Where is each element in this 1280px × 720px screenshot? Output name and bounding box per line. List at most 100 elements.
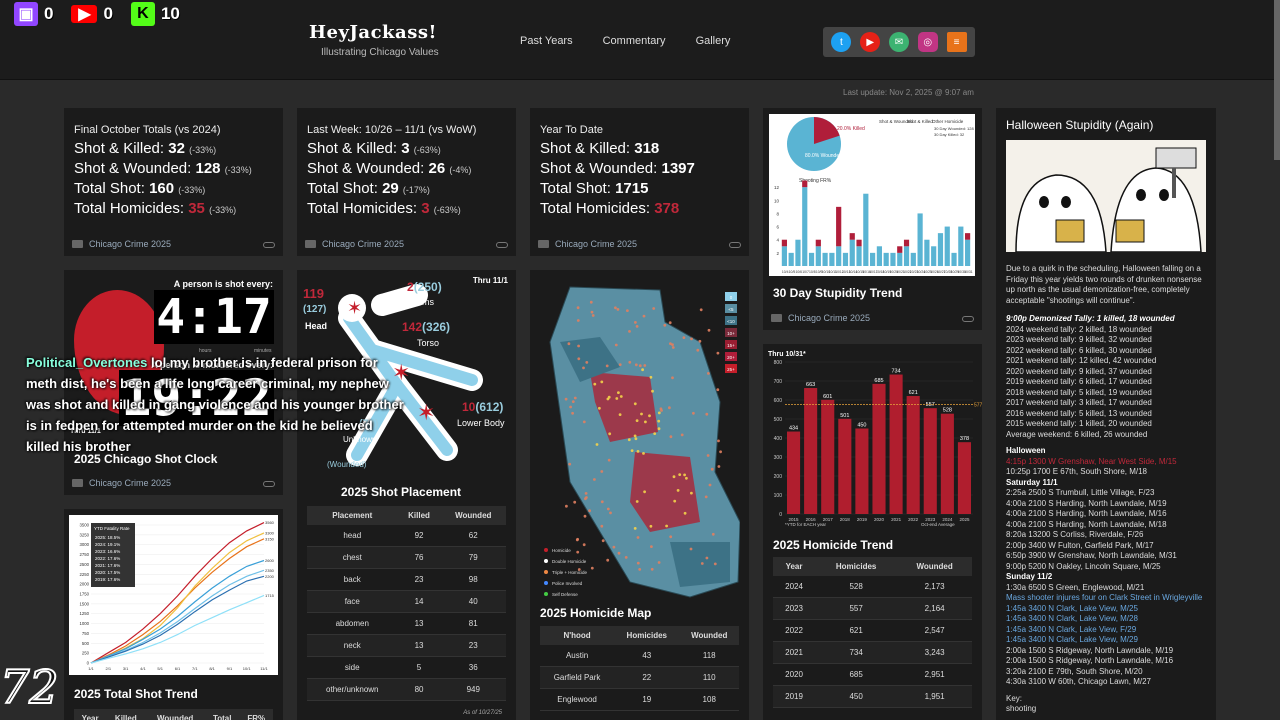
col-homicides[interactable]: Homicides [614,626,680,645]
unknown-label: Unknown* [343,435,380,444]
stupidity-trend-card: 80.0% Wounded 20.0% Killed Shot & Wounde… [763,108,982,330]
list-item: 4:15p 1300 W Grenshaw, Near West Side, M… [1006,456,1177,466]
col-fr[interactable]: FR% [239,709,273,720]
pie-wounded-label: 80.0% Wounded [805,153,842,159]
x-tick-label: 10/20 [890,270,899,274]
category-link[interactable]: Chicago Crime 2025 [305,239,404,249]
incident-dot [633,527,637,530]
permalink-icon[interactable] [729,242,741,248]
bar-wounded [890,252,896,266]
head-wounded: (127) [303,304,327,315]
bar [855,428,869,514]
nav-past-years[interactable]: Past Years [520,35,573,47]
permalink-icon[interactable] [496,242,508,248]
table-row: back 23 98 [307,568,506,591]
instagram-icon[interactable]: ◎ [917,32,938,52]
category-link[interactable]: Chicago Crime 2025 [771,313,870,323]
card-title[interactable]: 2025 Chicago Shot Clock [74,452,218,466]
col-killed[interactable]: Killed [397,506,441,525]
col-wounded[interactable]: Wounded [145,709,205,720]
email-icon[interactable]: ✉ [888,32,909,52]
card-title[interactable]: 2025 Total Shot Trend [74,687,198,701]
incident-dot [616,308,620,311]
col-total[interactable]: Total [204,709,240,720]
youtube-link-icon[interactable]: ▶ [860,32,881,52]
incident-dot [567,342,571,346]
incident-dot [593,478,596,481]
list-item: 2:00a 1500 S Ridgeway, North Lawndale, M… [1006,656,1174,665]
col-wounded[interactable]: Wounded [679,626,739,645]
post-title[interactable]: Halloween Stupidity (Again) [1006,118,1154,132]
col-placement[interactable]: Placement [307,506,398,525]
incident-dot [636,561,640,565]
x-tick-label: 7/1 [192,666,198,671]
post-intro: Due to a quirk in the scheduling, Hallow… [1006,264,1202,305]
incident-dot [676,489,680,492]
col-wounded[interactable]: Wounded [440,506,506,525]
card-title[interactable]: 2025 Homicide Map [540,606,652,620]
permalink-icon[interactable] [263,481,275,487]
data-label: 685 [874,378,883,384]
incident-dot [650,545,653,548]
col-year[interactable]: Year [773,557,816,576]
list-item[interactable]: 1:45a 3400 N Clark, Lake View, F/29 [1006,624,1137,634]
card-title[interactable]: 2025 Homicide Trend [773,538,894,552]
incident-dot [582,366,585,370]
card-title[interactable]: 2025 Shot Placement [341,485,462,499]
shot-trend-chart[interactable]: 0 250 500 750 1000 1250 1500 1750 2000 2250 2500 27… [69,515,278,675]
table-cell: neck [307,634,398,657]
halloween-incidents: 4:15p 1300 W Grenshaw, Near West Side, M… [1006,457,1206,478]
peanuts-cartoon-image[interactable] [1006,140,1206,252]
category-link[interactable]: Chicago Crime 2025 [538,239,637,249]
scale-swatch [725,364,737,373]
list-item: 4:00a 2100 S Harding, North Lawndale, M/… [1006,519,1167,529]
saturday-heading: Saturday 11/1 [1006,477,1058,487]
card-title[interactable]: 30 Day Stupidity Trend [773,286,903,300]
category-link[interactable]: Chicago Crime 2025 [72,478,171,488]
nav-commentary[interactable]: Commentary [602,35,666,47]
bar-wounded [795,239,801,266]
star-icon: ✶ [392,360,410,385]
permalink-icon[interactable] [263,242,275,248]
incident-dot [582,543,586,547]
incident-dot [700,562,704,565]
col-wounded[interactable]: Wounded [897,557,972,576]
brand[interactable]: HeyJackass! Illustrating Chicago Values [309,22,439,58]
stupidity-chart[interactable]: 80.0% Wounded 20.0% Killed Shot & Wounde… [769,114,975,276]
category-link[interactable]: Chicago Crime 2025 [72,239,171,249]
col-killed[interactable]: Killed [106,709,146,720]
incident-dot [568,462,572,466]
nav-gallery[interactable]: Gallery [695,35,731,47]
x-tick-label: 10/17 [869,270,878,274]
halloween-heading: Halloween [1006,446,1046,455]
legend-other: Other Homicide [932,119,964,124]
incident-dot [650,567,654,571]
table-cell: 108 [679,688,739,711]
y-tick-label: 400 [774,436,783,442]
homicide-map[interactable]: 0 <5 <10 10+ 15+ 20+ 25+ Homicide Double… [540,282,740,602]
col-year[interactable]: Year [74,709,107,720]
incident-dot [626,309,629,312]
permalink-icon[interactable] [962,316,974,322]
list-item[interactable]: Mass shooter injures four on Clark Stree… [1006,593,1203,602]
tally-line: 9:00p Demonized Tally: 1 killed, 18 woun… [1006,314,1175,323]
table-cell: side [307,656,398,679]
table-row: abdomen 13 81 [307,612,506,635]
table-row: head 92 62 [307,525,506,547]
list-item[interactable]: 1:45a 3400 N Clark, Lake View, M/29 [1006,635,1138,644]
table-cell: 3,243 [897,641,972,664]
y-tick-label: 300 [774,455,783,461]
list-item[interactable]: 1:45a 3400 N Clark, Lake View, M/28 [1006,614,1138,623]
map-scale: 0 <5 <10 10+ 15+ 20+ 25+ [725,292,737,373]
x-tick-label: 10/19 [883,270,892,274]
list-item[interactable]: 1:45a 3400 N Clark, Lake View, M/25 [1006,603,1138,613]
list-item: 8:20a 13200 S Corliss, Riverdale, F/26 [1006,530,1144,539]
homicide-trend-chart[interactable]: Thru 10/31* 0 100 200 300 400 500 600 700 800 43… [763,344,982,529]
list-item: 2:25a 2500 S Trumbull, Little Village, F… [1006,488,1155,497]
twitter-icon[interactable]: t [831,32,852,52]
page-scrollbar[interactable] [1274,0,1280,160]
col-homicides[interactable]: Homicides [815,557,898,576]
site-title[interactable]: HeyJackass! [309,22,437,43]
bookmark-icon[interactable]: ≡ [946,32,967,52]
col-nhood[interactable]: N'hood [540,626,615,645]
